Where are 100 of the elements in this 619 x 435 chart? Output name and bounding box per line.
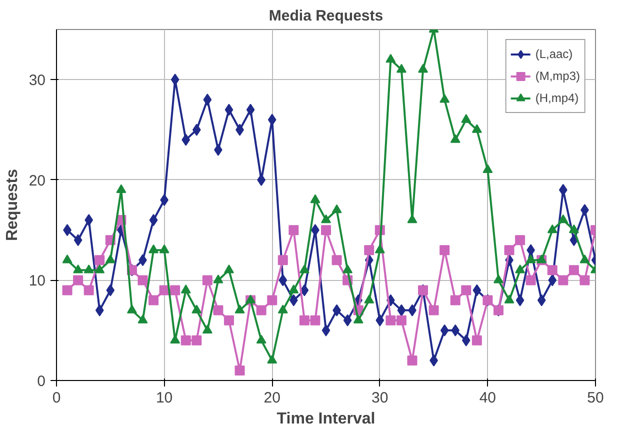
point — [332, 204, 342, 214]
point — [267, 295, 278, 306]
point — [462, 334, 470, 346]
point — [84, 214, 94, 226]
point — [472, 335, 482, 346]
point — [95, 304, 104, 316]
point — [106, 284, 115, 296]
point — [396, 64, 406, 73]
point — [515, 235, 526, 246]
point — [570, 234, 578, 246]
point — [278, 274, 288, 286]
point — [537, 294, 546, 306]
x-tick-label: 0 — [52, 390, 61, 406]
point — [461, 285, 472, 296]
point — [192, 124, 201, 136]
point — [94, 255, 105, 266]
point — [547, 265, 558, 276]
point — [580, 254, 590, 264]
point — [450, 134, 460, 143]
point — [278, 255, 288, 266]
legend-label: (L,aac) — [535, 47, 573, 61]
point — [288, 284, 299, 294]
point — [504, 245, 514, 256]
point — [364, 245, 374, 256]
point — [73, 264, 84, 274]
point — [548, 274, 557, 286]
y-tick-label: 20 — [28, 172, 46, 190]
point — [138, 314, 148, 324]
point — [170, 74, 180, 86]
point — [374, 244, 385, 254]
point — [386, 54, 396, 63]
point — [568, 224, 579, 234]
point — [74, 234, 82, 246]
point — [472, 124, 482, 133]
point — [224, 264, 234, 274]
chart-title: Media Requests — [268, 8, 384, 24]
point — [182, 134, 190, 146]
point — [493, 274, 504, 284]
point — [234, 304, 245, 314]
point — [180, 335, 191, 346]
x-tick-label: 10 — [156, 390, 173, 406]
point — [213, 274, 224, 284]
point — [300, 284, 309, 296]
point — [580, 275, 590, 286]
point — [299, 315, 310, 326]
point — [203, 94, 212, 106]
point — [289, 294, 298, 306]
point — [224, 315, 234, 326]
point — [482, 164, 493, 173]
point — [246, 104, 255, 116]
point — [558, 275, 568, 286]
point — [180, 284, 191, 294]
y-axis-title: Requests — [4, 168, 21, 242]
point — [105, 254, 116, 264]
point — [342, 264, 353, 274]
point — [558, 214, 568, 224]
point — [568, 265, 579, 276]
point — [116, 184, 126, 194]
point — [428, 305, 439, 316]
point — [84, 285, 94, 296]
point — [332, 255, 342, 266]
point — [472, 284, 482, 296]
point — [256, 305, 266, 316]
x-tick-label: 40 — [479, 390, 496, 406]
point — [73, 275, 84, 286]
point — [278, 304, 288, 314]
x-tick-label: 20 — [264, 390, 280, 406]
point — [440, 324, 449, 336]
x-axis-title: Time Interval — [276, 410, 376, 428]
point — [170, 285, 180, 296]
point — [138, 275, 148, 286]
y-tick-label: 0 — [37, 373, 46, 390]
point — [397, 304, 406, 316]
point — [148, 295, 159, 306]
y-tick-label: 10 — [28, 272, 46, 290]
point — [268, 114, 276, 126]
x-tick-label: 30 — [372, 390, 388, 406]
point — [202, 324, 212, 334]
point — [192, 335, 202, 346]
point — [299, 264, 310, 274]
point — [451, 324, 460, 336]
point — [396, 315, 406, 326]
point — [526, 254, 536, 264]
point — [418, 64, 428, 73]
point — [62, 254, 72, 264]
x-tick-label: 50 — [587, 390, 604, 406]
point — [170, 334, 180, 344]
point — [94, 264, 105, 274]
legend-label: (M,mp3) — [535, 69, 580, 83]
point — [343, 314, 352, 326]
point — [288, 225, 299, 236]
point — [322, 324, 330, 336]
point — [515, 264, 526, 274]
point — [407, 355, 418, 366]
point — [148, 244, 159, 254]
legend-label: (H,mp4) — [535, 91, 579, 105]
point — [440, 94, 450, 103]
point — [310, 315, 320, 326]
point — [516, 294, 524, 306]
point — [159, 244, 170, 254]
